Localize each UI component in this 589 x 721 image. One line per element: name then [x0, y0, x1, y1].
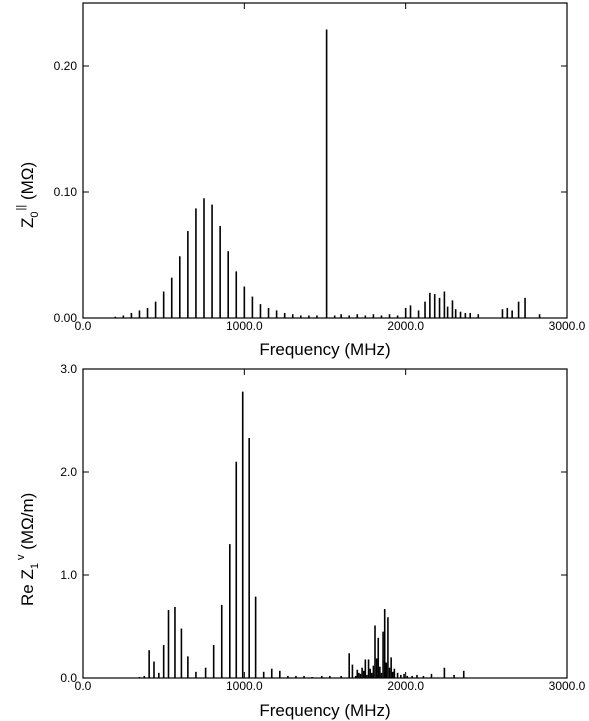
- plot-frame: [82, 2, 568, 319]
- y-axis-label-base: Z: [18, 218, 37, 228]
- x-tick-label: 2000.0: [387, 319, 424, 333]
- longitudinal-impedance-chart: 0.0 1000.0 2000.0 3000.0 0.00 0.10 0.20 Frequ…: [15, 2, 586, 359]
- transverse-impedance-chart: 0.0 1000.0 2000.0 3000.0 0.0 1.0 2.0 3.0 Frequ…: [15, 362, 586, 720]
- y-axis-label: Z0|| (MΩ): [15, 162, 41, 228]
- x-tick-label: 2000.0: [387, 679, 424, 693]
- y-axis-label-sup: v: [15, 554, 27, 560]
- bar-series: [114, 29, 541, 318]
- x-axis-label: Frequency (MHz): [259, 340, 390, 359]
- y-axis-label-sup: ||: [15, 205, 27, 211]
- plot-frame: [82, 368, 568, 679]
- y-axis-label-base: Re Z: [18, 569, 37, 606]
- x-axis-label: Frequency (MHz): [259, 701, 390, 720]
- x-axis-ticks: 0.0 1000.0 2000.0 3000.0: [75, 3, 586, 333]
- y-tick-label: 3.0: [60, 362, 77, 376]
- y-axis-label-sub: 0: [29, 211, 41, 217]
- y-axis-ticks: 0.0 1.0 2.0 3.0: [60, 362, 567, 685]
- y-axis-label-sub: 1: [29, 563, 41, 569]
- x-tick-label: 1000.0: [226, 319, 263, 333]
- bar-series: [138, 391, 465, 678]
- y-tick-label: 0.10: [54, 185, 78, 199]
- y-axis-label-unit: (MΩ/m): [18, 493, 37, 555]
- x-tick-label: 3000.0: [549, 679, 586, 693]
- y-axis-ticks: 0.00 0.10 0.20: [54, 59, 567, 325]
- x-tick-label: 3000.0: [549, 319, 586, 333]
- y-tick-label: 2.0: [60, 465, 77, 479]
- y-axis-label-unit: (MΩ): [18, 162, 37, 205]
- x-tick-label: 0.0: [75, 679, 92, 693]
- y-axis-label: Re Z1v (MΩ/m): [15, 493, 41, 606]
- y-tick-label: 0.00: [54, 311, 78, 325]
- x-axis-ticks: 0.0 1000.0 2000.0 3000.0: [75, 369, 586, 693]
- x-tick-label: 0.0: [75, 319, 92, 333]
- y-tick-label: 0.20: [54, 59, 78, 73]
- y-tick-label: 1.0: [60, 568, 77, 582]
- y-tick-label: 0.0: [60, 671, 77, 685]
- x-tick-label: 1000.0: [226, 679, 263, 693]
